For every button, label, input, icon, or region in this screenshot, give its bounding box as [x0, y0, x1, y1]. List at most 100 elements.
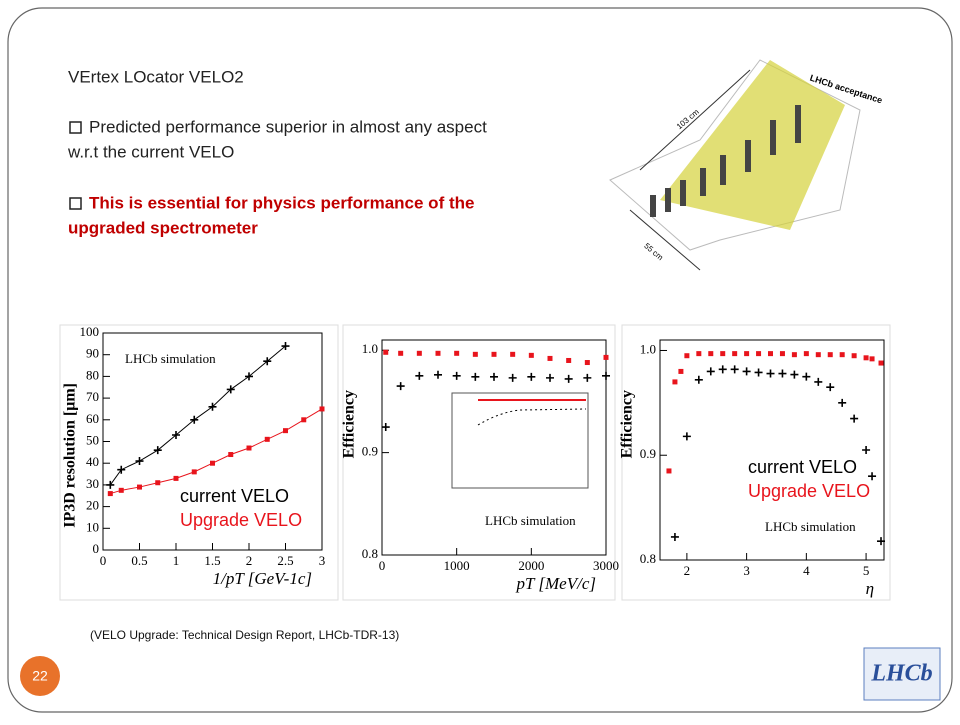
- marker: [107, 491, 113, 497]
- marker: [803, 351, 809, 357]
- y-tick-label: 0: [93, 541, 100, 556]
- x-tick-label: 2.5: [277, 553, 293, 568]
- annotation: LHCb simulation: [765, 519, 856, 534]
- marker: [602, 371, 610, 380]
- marker: [491, 351, 497, 357]
- marker: [754, 368, 763, 377]
- legend-label: current VELO: [180, 486, 289, 506]
- annotation: LHCb simulation: [485, 513, 576, 528]
- y-tick-label: 0.9: [640, 446, 656, 461]
- x-tick-label: 5: [863, 563, 870, 578]
- marker: [814, 377, 823, 386]
- y-tick-label: 40: [86, 454, 99, 469]
- x-tick-label: 0: [379, 558, 386, 573]
- x-tick-label: 3: [319, 553, 326, 568]
- marker: [566, 357, 572, 363]
- marker: [527, 372, 536, 381]
- x-tick-label: 3: [743, 563, 750, 578]
- marker: [546, 373, 554, 382]
- marker: [472, 351, 478, 357]
- marker: [791, 352, 797, 358]
- marker: [398, 350, 404, 356]
- marker: [172, 430, 180, 439]
- marker: [732, 351, 738, 357]
- marker: [877, 537, 886, 546]
- y-axis-label: Efficiency: [619, 390, 636, 458]
- marker: [435, 350, 441, 356]
- acceptance-cone: [660, 60, 845, 230]
- marker: [694, 375, 703, 384]
- x-tick-label: 0.5: [131, 553, 147, 568]
- marker: [508, 373, 517, 382]
- y-tick-label: 1.0: [362, 341, 378, 356]
- marker: [383, 349, 389, 355]
- marker: [547, 355, 553, 361]
- marker: [528, 352, 534, 358]
- marker: [815, 352, 821, 358]
- dimension-line: [629, 209, 701, 271]
- marker: [708, 351, 714, 357]
- bullet-text: Predicted performance superior in almost…: [89, 117, 487, 136]
- x-axis-label: η: [866, 579, 874, 598]
- legend-label: Upgrade VELO: [748, 481, 870, 501]
- marker: [173, 475, 179, 481]
- chart-panel: [59, 324, 339, 601]
- caption: (VELO Upgrade: Technical Design Report, …: [90, 628, 399, 642]
- x-tick-label: 1: [173, 553, 180, 568]
- marker: [135, 457, 144, 466]
- marker: [191, 469, 197, 475]
- page-number: 22: [32, 668, 48, 684]
- marker: [827, 352, 833, 358]
- marker: [118, 487, 124, 493]
- y-tick-label: 100: [80, 324, 100, 339]
- legend-label: Upgrade VELO: [180, 510, 302, 530]
- y-axis-label: Efficiency: [341, 390, 358, 458]
- annotation: LHCb simulation: [125, 351, 216, 366]
- marker: [283, 428, 288, 434]
- marker: [851, 353, 857, 359]
- x-tick-label: 1000: [444, 558, 470, 573]
- marker: [415, 371, 424, 380]
- x-axis-label: 1/pT [GeV-1c]: [213, 569, 312, 588]
- marker: [730, 365, 739, 374]
- marker: [117, 465, 126, 474]
- marker: [766, 369, 775, 378]
- inset-frame: [451, 392, 589, 489]
- marker: [878, 360, 884, 366]
- y-tick-label: 70: [86, 389, 99, 404]
- y-tick-label: 80: [86, 367, 99, 382]
- modules: [650, 105, 801, 217]
- marker: [584, 360, 590, 366]
- plot-frame: [381, 339, 607, 556]
- marker: [869, 356, 875, 362]
- y-axis-label: IP3D resolution [μm]: [62, 383, 79, 528]
- marker: [281, 342, 290, 351]
- x-axis-label: pT [MeV/c]: [516, 574, 597, 593]
- y-tick-label: 60: [86, 411, 99, 426]
- marker: [396, 382, 405, 391]
- marker: [190, 415, 199, 424]
- marker: [850, 414, 859, 423]
- marker: [210, 460, 215, 466]
- marker: [718, 365, 727, 374]
- marker: [301, 417, 307, 423]
- bullet-box: [69, 197, 82, 210]
- marker: [263, 357, 272, 366]
- plot-frame: [659, 339, 885, 561]
- marker: [696, 351, 702, 357]
- x-tick-label: 1.5: [204, 553, 220, 568]
- marker: [246, 445, 252, 451]
- marker: [778, 369, 787, 378]
- marker: [106, 480, 115, 489]
- marker: [790, 370, 799, 379]
- marker: [684, 353, 690, 359]
- marker: [603, 354, 609, 360]
- page-badge: [20, 656, 60, 696]
- marker: [471, 372, 480, 381]
- marker: [153, 446, 162, 455]
- logo-box: [863, 647, 941, 701]
- marker: [678, 368, 684, 374]
- marker: [226, 385, 235, 394]
